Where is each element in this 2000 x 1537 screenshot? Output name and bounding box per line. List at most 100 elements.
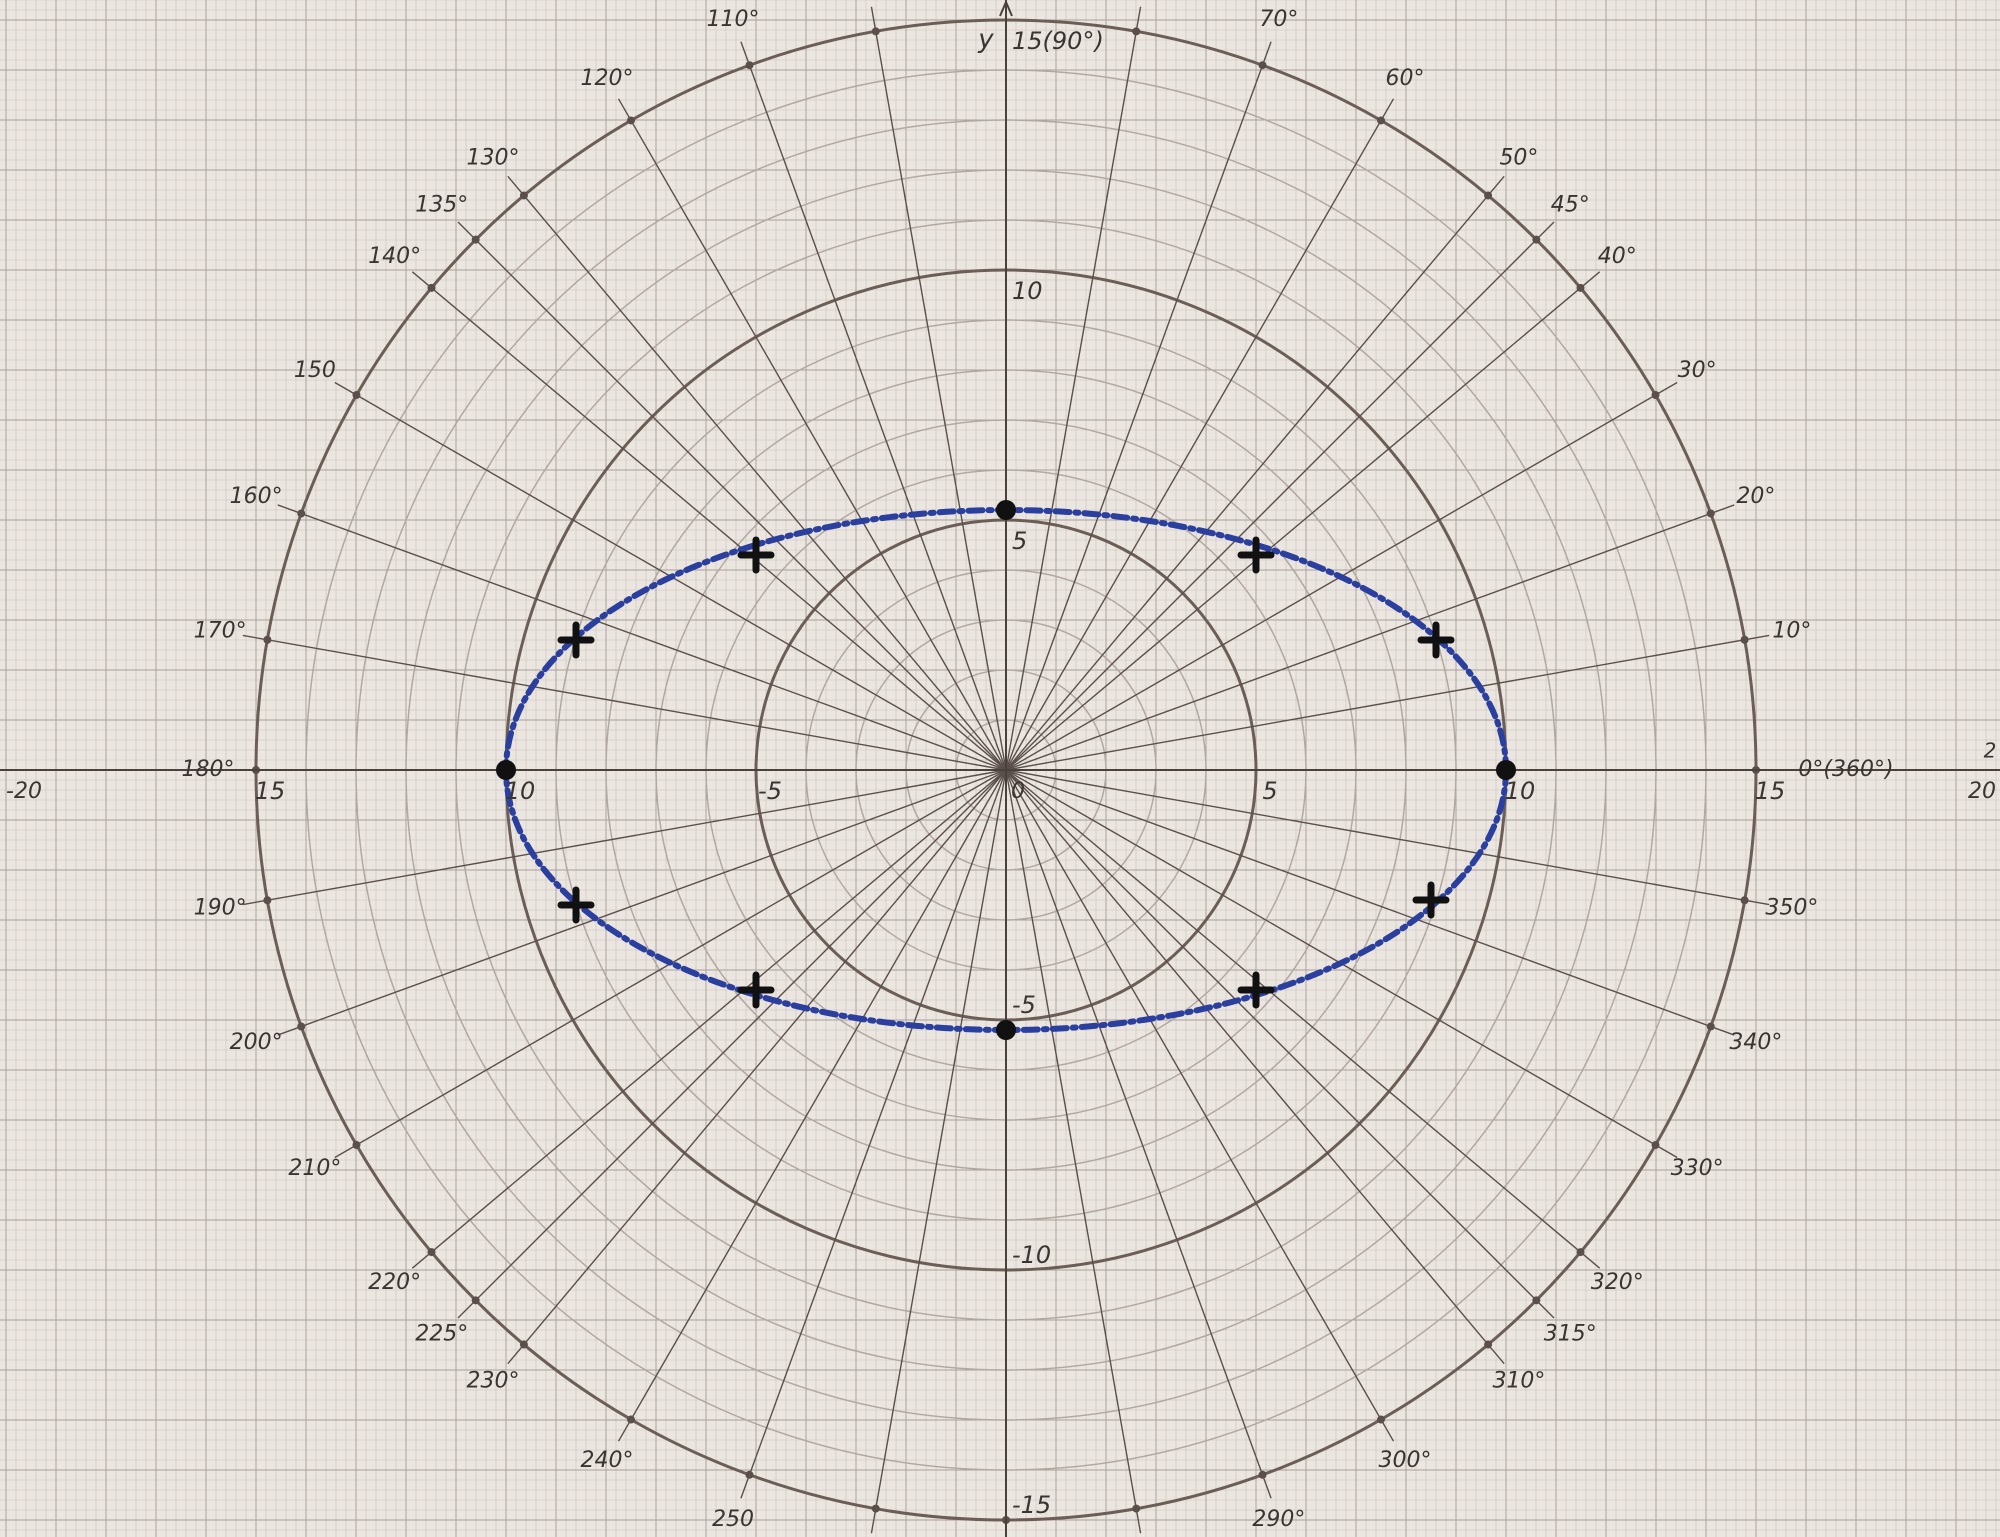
x-tick-label: -5	[758, 777, 782, 805]
ray-280	[1005, 769, 1142, 1534]
angle-label-225: 225°	[415, 1321, 468, 1346]
ring-dot-280	[1132, 1504, 1141, 1513]
ray-60	[1005, 98, 1395, 771]
plus-marker	[1237, 536, 1275, 574]
plus-marker	[737, 536, 775, 574]
y-tick-label: 10	[1012, 277, 1043, 305]
ring-dot-100	[871, 27, 880, 36]
ray-340	[1005, 769, 1735, 1036]
ray-350	[1005, 769, 1770, 906]
angle-label-10: 10°	[1772, 618, 1811, 643]
angle-label-190: 190°	[194, 896, 247, 921]
x-tick-label: 15	[1755, 777, 1786, 805]
ray-260	[870, 769, 1007, 1534]
angle-label-135: 135°	[415, 193, 468, 218]
ring-dot-20	[1706, 509, 1715, 518]
angle-label-250: 250	[712, 1507, 754, 1532]
ring-dot-240	[627, 1415, 635, 1424]
angle-label-160: 160°	[230, 484, 283, 509]
y-tick-label: -10	[1012, 1241, 1051, 1269]
ring-dot-230	[519, 1340, 528, 1349]
angle-label-45: 45°	[1551, 193, 1590, 218]
angle-label-210: 210°	[288, 1156, 341, 1181]
ring-dot-50	[1484, 191, 1493, 200]
y-tick-label: -5	[1012, 991, 1036, 1019]
ring-dot-315	[1532, 1296, 1541, 1305]
x-tick-label: 15	[255, 777, 286, 805]
dot-marker	[1496, 760, 1516, 780]
plus-marker	[737, 971, 775, 1009]
angle-label-220: 220°	[368, 1270, 421, 1295]
ray-220	[411, 769, 1007, 1269]
angle-label-130: 130°	[467, 146, 520, 171]
angle-label-60: 60°	[1386, 66, 1425, 91]
ray-130	[507, 175, 1007, 771]
angle-label-140: 140°	[368, 244, 421, 269]
ray-135	[457, 221, 1007, 771]
ring-dot-250	[745, 1470, 754, 1479]
ring-dot-70	[1258, 61, 1267, 70]
ray-10	[1005, 634, 1770, 771]
ray-160	[277, 504, 1007, 771]
ray-310	[1005, 769, 1505, 1365]
angle-label-230: 230°	[467, 1368, 520, 1393]
angle-label-30: 30°	[1678, 358, 1717, 383]
plus-marker	[557, 621, 595, 659]
ring-dot-310	[1484, 1340, 1493, 1349]
x-tick-label: 10	[1505, 777, 1536, 805]
angle-label-70: 70°	[1259, 7, 1298, 32]
ring-dot-30	[1651, 391, 1660, 399]
ray-240	[617, 769, 1007, 1442]
plus-marker	[1417, 621, 1455, 659]
ring-dot-120	[627, 116, 635, 125]
x-negative-end-label: -20	[6, 779, 42, 804]
ray-20	[1005, 504, 1735, 771]
angle-label-150: 150	[294, 358, 336, 383]
angle-label-310: 310°	[1492, 1368, 1545, 1393]
ray-190	[242, 769, 1007, 906]
ring-dot-10	[1740, 635, 1749, 644]
angle-label-330: 330°	[1671, 1156, 1724, 1181]
ring-dot-200	[297, 1022, 306, 1031]
ray-40	[1005, 271, 1601, 771]
x-tick-label: 5	[1262, 777, 1277, 805]
ray-120	[617, 98, 1007, 771]
ring-dot-150	[352, 391, 361, 399]
x-tick-label: 10	[505, 777, 536, 805]
ring-dot-170	[263, 635, 272, 644]
y-tick-label: -15	[1012, 1491, 1051, 1519]
angle-label-200: 200°	[230, 1030, 283, 1055]
dot-marker	[996, 500, 1016, 520]
marked-points	[496, 500, 1516, 1040]
y-axis-label: y	[977, 25, 994, 55]
angle-label-0: 0°(360°)	[1798, 757, 1893, 782]
ray-80	[1005, 6, 1142, 771]
ring-dot-40	[1576, 283, 1585, 292]
plus-marker	[1412, 881, 1450, 919]
y-axis-arrow	[999, 0, 1013, 17]
angle-label-315: 315°	[1544, 1321, 1597, 1346]
ray-315	[1005, 769, 1555, 1319]
ring-dot-190	[263, 896, 272, 905]
angle-label-290: 290°	[1252, 1507, 1305, 1532]
ring-dot-330	[1651, 1141, 1660, 1149]
angle-label-110: 110°	[707, 7, 760, 32]
ring-dot-135	[471, 235, 480, 244]
y-tick-label: 5	[1012, 527, 1027, 555]
ring-dot-300	[1377, 1415, 1385, 1424]
ring-dot-110	[745, 61, 754, 70]
angle-label-320: 320°	[1591, 1270, 1644, 1295]
ray-140	[411, 271, 1007, 771]
plus-marker	[1237, 971, 1275, 1009]
angle-label-300: 300°	[1379, 1448, 1432, 1473]
ring-dot-140	[427, 283, 436, 292]
angle-label-340: 340°	[1729, 1030, 1782, 1055]
ring-dot-350	[1740, 896, 1749, 905]
plus-marker	[557, 886, 595, 924]
x-positive-top-label: 2	[1984, 739, 1997, 763]
ring-dot-45	[1532, 235, 1541, 244]
ray-300	[1005, 769, 1395, 1442]
ray-230	[507, 769, 1007, 1365]
angle-label-40: 40°	[1598, 244, 1637, 269]
